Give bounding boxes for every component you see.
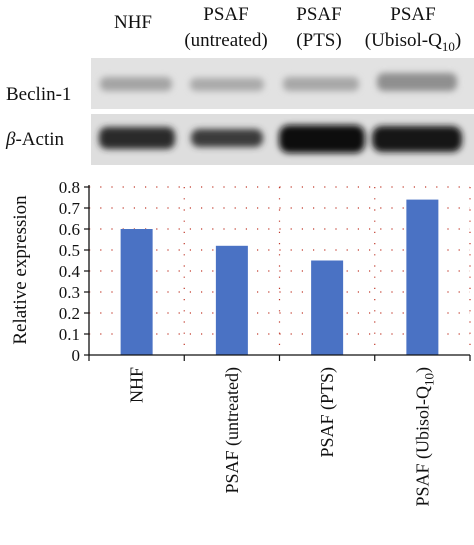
y-tick-label: 0.8 (59, 178, 80, 197)
y-tick-label: 0.2 (59, 304, 80, 323)
bar (311, 260, 344, 355)
band-actin-ubisol (372, 126, 462, 152)
y-tick-label: 0.3 (59, 283, 80, 302)
y-tick-label: 0.1 (59, 325, 80, 344)
y-tick-label: 0 (72, 346, 81, 365)
band-beclin-untreated (190, 78, 264, 91)
lane-label-pts-2: (PTS) (296, 30, 341, 51)
row-label-actin-greek: β (5, 129, 16, 150)
x-category-label-text: PSAF (Ubisol-Q (412, 386, 433, 507)
x-category-label-text: PSAF (PTS) (317, 367, 338, 458)
y-tick-label: 0.6 (59, 220, 80, 239)
y-tick-label: 0.5 (59, 241, 80, 260)
band-beclin-ubisol (377, 73, 457, 91)
lane-label-ubisol-close: ) (455, 30, 461, 51)
band-beclin-pts (283, 77, 359, 91)
x-category-label: PSAF (Ubisol-Q10) (412, 367, 436, 507)
lane-label-ubisol-2: (Ubisol-Q10) (365, 30, 461, 54)
lane-label-ubisol-1: PSAF (390, 4, 435, 25)
row-label-actin-text: -Actin (15, 129, 64, 150)
bars (120, 199, 439, 355)
x-category-label-subscript: 10 (421, 373, 436, 386)
lane-labels: NHF PSAF (untreated) PSAF (PTS) PSAF (Ub… (114, 4, 461, 54)
band-beclin-nhf (100, 77, 172, 91)
x-category-labels: NHF PSAF (untreated) PSAF (PTS) PSAF (Ubiso… (127, 367, 437, 507)
y-axis-label: Relative expression (10, 195, 31, 345)
row-label-actin: β-Actin (5, 129, 65, 150)
axes (84, 185, 471, 361)
x-category-label-text: NHF (127, 367, 147, 403)
lane-label-ubisol-sub: 10 (442, 39, 455, 54)
x-category-label-text: PSAF (untreated) (222, 367, 243, 493)
x-category-label: PSAF (untreated) (222, 367, 243, 493)
bar-chart: Relative expression 00.10.20.30.40.50.60… (10, 178, 471, 507)
band-actin-pts (279, 125, 365, 153)
lane-label-untreated-1: PSAF (203, 4, 248, 25)
row-label-beclin: Beclin-1 (6, 84, 71, 105)
y-tick-labels: 0 0.1 0.2 0.3 0.4 0.5 0.6 0.7 0.8 (59, 178, 81, 365)
x-category-label-suffix: ) (412, 367, 433, 373)
blot-panel-beclin (91, 58, 474, 109)
x-category-label: PSAF (PTS) (317, 367, 338, 458)
grid-lines (89, 186, 471, 355)
bar (215, 245, 248, 355)
y-tick-label: 0.4 (59, 262, 81, 281)
y-tick-label: 0.7 (59, 199, 81, 218)
bar (406, 199, 439, 355)
band-actin-untreated (191, 129, 263, 147)
lane-label-nhf-1: NHF (114, 12, 152, 33)
lane-label-ubisol-main: (Ubisol-Q (365, 30, 442, 51)
blot-panel-actin (91, 114, 474, 165)
lane-label-pts-1: PSAF (296, 4, 341, 25)
x-category-label: NHF (127, 367, 147, 403)
bar (120, 229, 153, 355)
band-actin-nhf (99, 127, 175, 149)
lane-label-untreated-2: (untreated) (184, 30, 267, 51)
